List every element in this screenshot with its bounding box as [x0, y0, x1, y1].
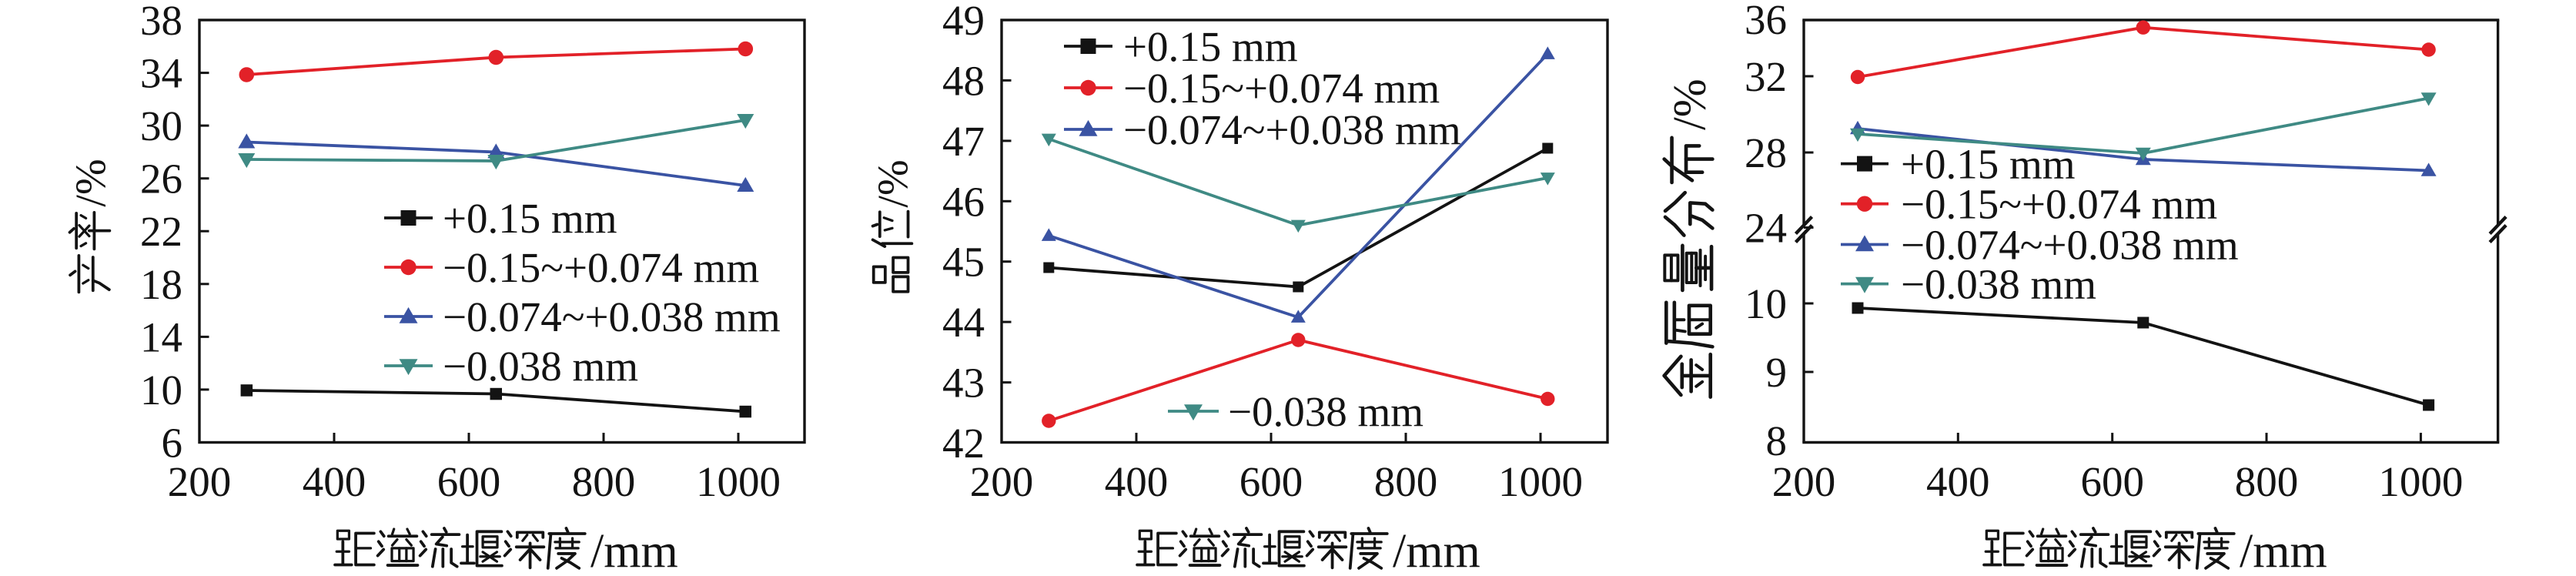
svg-text:49: 49 [942, 0, 985, 44]
svg-text:36: 36 [1745, 0, 1787, 43]
svg-text:−0.15~+0.074 mm: −0.15~+0.074 mm [443, 244, 759, 291]
svg-text:+0.15 mm: +0.15 mm [1123, 23, 1298, 70]
svg-text:200: 200 [1772, 458, 1836, 505]
svg-text:−0.038 mm: −0.038 mm [1228, 388, 1423, 435]
svg-text:−0.074~+0.038 mm: −0.074~+0.038 mm [443, 293, 781, 340]
svg-text:800: 800 [1374, 458, 1438, 505]
svg-text:1000: 1000 [696, 458, 781, 505]
svg-text:14: 14 [140, 313, 182, 360]
svg-text:10: 10 [140, 367, 182, 414]
svg-text:800: 800 [2235, 458, 2299, 505]
svg-text:400: 400 [1926, 458, 1990, 505]
svg-text:−0.074~+0.038 mm: −0.074~+0.038 mm [1123, 106, 1461, 153]
svg-text:1000: 1000 [1498, 458, 1583, 505]
svg-text:200: 200 [168, 458, 232, 505]
svg-text:24: 24 [1745, 205, 1787, 252]
svg-text:−0.074~+0.038 mm: −0.074~+0.038 mm [1901, 222, 2239, 269]
svg-text:10: 10 [1745, 280, 1787, 327]
svg-text:42: 42 [942, 420, 985, 467]
svg-text:200: 200 [970, 458, 1034, 505]
svg-text:−0.038 mm: −0.038 mm [443, 343, 638, 390]
svg-text:+0.15 mm: +0.15 mm [1901, 141, 2076, 188]
svg-text:+0.15 mm: +0.15 mm [443, 195, 617, 242]
svg-text:600: 600 [2080, 458, 2144, 505]
svg-text:38: 38 [140, 0, 182, 44]
svg-text:/%: /% [1664, 79, 1715, 130]
svg-text:/mm: /mm [590, 525, 678, 576]
svg-text:46: 46 [942, 178, 985, 225]
svg-text:/mm: /mm [1393, 525, 1480, 576]
svg-text:22: 22 [140, 208, 182, 255]
svg-text:18: 18 [140, 261, 182, 308]
svg-text:6: 6 [162, 420, 183, 467]
svg-text:48: 48 [942, 57, 985, 104]
svg-text:−0.038 mm: −0.038 mm [1901, 261, 2096, 308]
svg-text:1000: 1000 [2378, 458, 2463, 505]
svg-text:43: 43 [942, 360, 985, 407]
svg-text:/mm: /mm [2240, 525, 2327, 576]
svg-text:32: 32 [1745, 53, 1787, 100]
svg-text:600: 600 [437, 458, 501, 505]
svg-text:26: 26 [140, 156, 182, 203]
svg-text:/%: /% [67, 159, 115, 206]
svg-text:400: 400 [1105, 458, 1169, 505]
svg-text:800: 800 [572, 458, 636, 505]
svg-text:9: 9 [1766, 349, 1788, 396]
svg-text:/%: /% [869, 159, 917, 207]
svg-text:45: 45 [942, 239, 985, 286]
svg-text:34: 34 [140, 50, 182, 97]
svg-text:44: 44 [942, 299, 985, 346]
svg-text:30: 30 [140, 102, 182, 149]
svg-text:−0.15~+0.074 mm: −0.15~+0.074 mm [1901, 181, 2217, 228]
svg-text:8: 8 [1766, 417, 1788, 464]
svg-text:47: 47 [942, 118, 985, 165]
svg-text:−0.15~+0.074 mm: −0.15~+0.074 mm [1123, 65, 1440, 112]
svg-text:600: 600 [1239, 458, 1303, 505]
svg-text:28: 28 [1745, 129, 1787, 176]
svg-text:400: 400 [303, 458, 366, 505]
